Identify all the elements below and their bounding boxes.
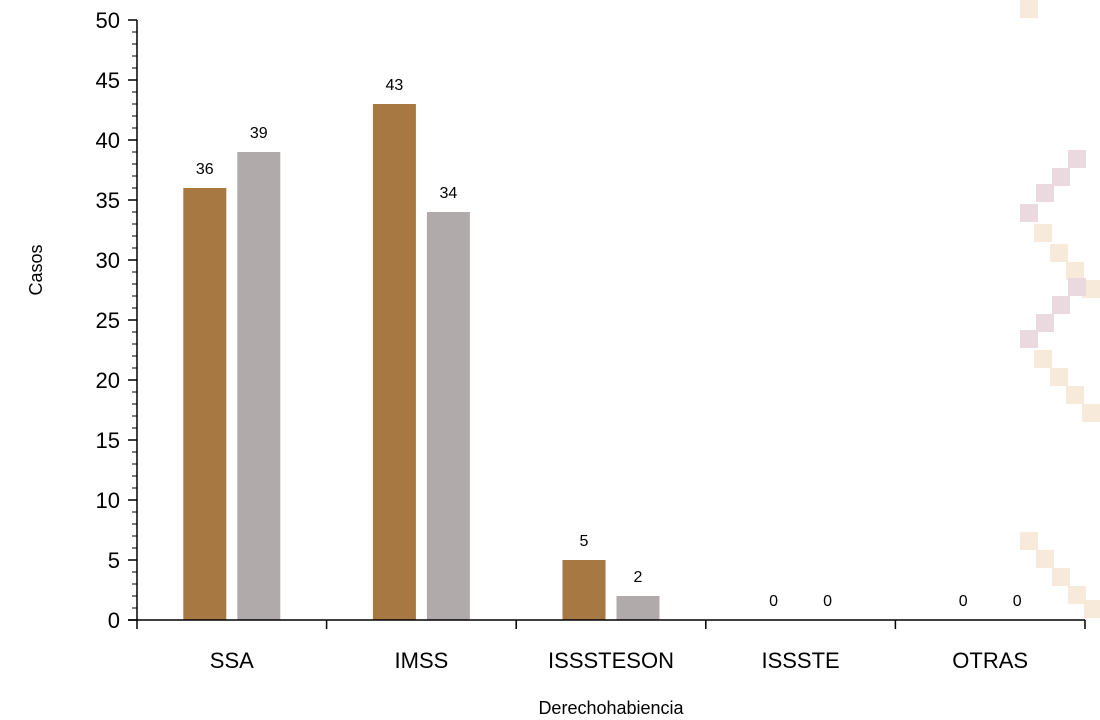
y-tick-label: 0 — [108, 608, 120, 633]
bar — [372, 104, 416, 620]
bar — [616, 596, 660, 620]
pattern-square — [1034, 224, 1052, 242]
data-labels: 36 39 43 34 5 2 0 0 0 0 — [196, 77, 1022, 610]
pattern-square — [1082, 404, 1100, 422]
y-tick-label: 30 — [96, 248, 120, 273]
pattern-square — [1068, 150, 1086, 168]
background-pattern — [1020, 0, 1100, 618]
y-tick-label: 50 — [96, 8, 120, 33]
y-tick-label: 15 — [96, 428, 120, 453]
bar — [237, 152, 281, 620]
y-tick-label: 25 — [96, 308, 120, 333]
pattern-square — [1020, 0, 1038, 18]
data-label: 5 — [580, 533, 589, 550]
pattern-square — [1034, 350, 1052, 368]
pattern-square — [1052, 168, 1070, 186]
pattern-square — [1036, 184, 1054, 202]
x-axis-title: Derechohabiencia — [538, 698, 684, 718]
bar-series — [183, 104, 660, 620]
pattern-square — [1068, 278, 1086, 296]
pattern-square — [1068, 586, 1086, 604]
x-tick-label: IMSS — [395, 648, 449, 673]
data-label: 0 — [769, 593, 778, 610]
pattern-square — [1020, 204, 1038, 222]
pattern-square — [1084, 600, 1100, 618]
pattern-square — [1052, 568, 1070, 586]
y-tick-label: 40 — [96, 128, 120, 153]
x-tick-label: OTRAS — [952, 648, 1028, 673]
data-label: 36 — [196, 161, 214, 178]
pattern-square — [1050, 368, 1068, 386]
bar — [183, 188, 227, 620]
data-label: 0 — [823, 593, 832, 610]
x-axis: SSA IMSS ISSSTESON ISSSTE OTRAS — [128, 619, 1086, 673]
x-tick-label: ISSSTE — [761, 648, 839, 673]
y-axis-title: Casos — [26, 244, 46, 295]
x-tick-label: ISSSTESON — [548, 648, 674, 673]
pattern-square — [1020, 532, 1038, 550]
y-tick-label: 35 — [96, 188, 120, 213]
pattern-square — [1082, 280, 1100, 298]
y-tick-label: 5 — [108, 548, 120, 573]
x-tick-label: SSA — [210, 648, 254, 673]
y-axis: 0 5 10 15 20 25 30 35 40 45 50 — [96, 8, 138, 633]
pattern-square — [1020, 330, 1038, 348]
data-label: 34 — [440, 185, 458, 202]
data-label: 0 — [1013, 593, 1022, 610]
pattern-square — [1036, 550, 1054, 568]
bar — [562, 560, 606, 620]
data-label: 39 — [250, 125, 268, 142]
data-label: 43 — [386, 77, 404, 94]
bar — [426, 212, 470, 620]
data-label: 0 — [959, 593, 968, 610]
pattern-square — [1066, 262, 1084, 280]
y-tick-label: 20 — [96, 368, 120, 393]
y-tick-label: 45 — [96, 68, 120, 93]
data-label: 2 — [634, 569, 643, 586]
y-tick-label: 10 — [96, 488, 120, 513]
pattern-square — [1066, 386, 1084, 404]
pattern-square — [1036, 314, 1054, 332]
pattern-square — [1050, 244, 1068, 262]
pattern-square — [1052, 296, 1070, 314]
